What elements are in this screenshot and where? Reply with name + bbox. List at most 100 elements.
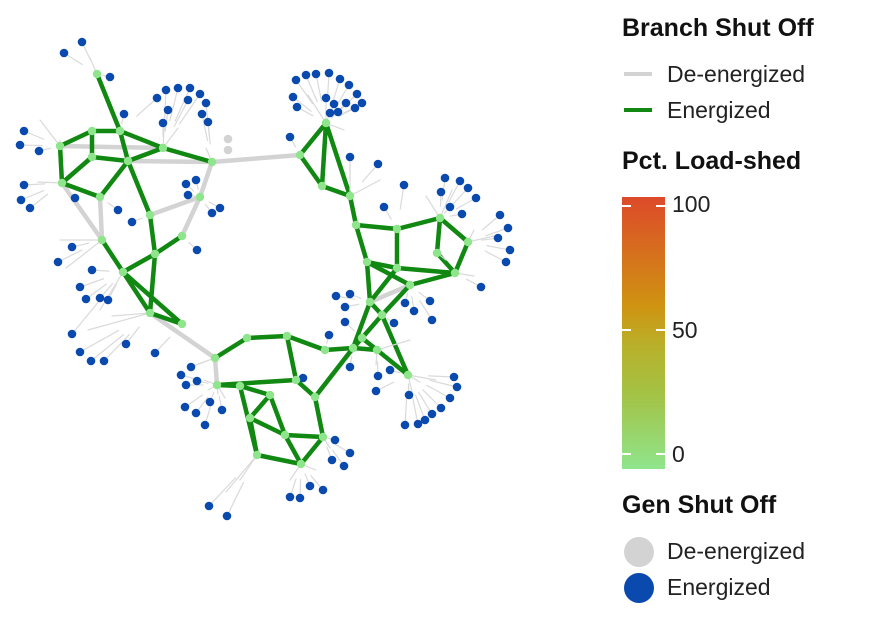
generator-energized	[329, 99, 339, 109]
generator-energized	[86, 356, 96, 366]
generator-energized	[103, 295, 113, 305]
bus-node	[450, 268, 460, 278]
branch-energized	[244, 333, 290, 341]
bus-node	[317, 181, 327, 191]
generator-energized	[291, 75, 301, 85]
bus-node	[195, 192, 205, 202]
generator-link	[415, 394, 426, 421]
generator-energized	[413, 419, 423, 429]
bus-node	[372, 345, 382, 355]
generator-energized	[181, 179, 191, 189]
bus-node	[291, 375, 301, 385]
bus-node	[177, 319, 187, 329]
branch-energized	[353, 222, 400, 232]
generator-energized	[333, 107, 343, 117]
generator-energized	[217, 405, 227, 415]
branch-energized	[394, 215, 443, 232]
generator-energized	[75, 347, 85, 357]
generator-energized	[67, 329, 77, 339]
branch-deenergized	[57, 143, 166, 151]
branch-energized	[117, 128, 166, 151]
generator-link	[426, 384, 451, 399]
branch-energized	[99, 237, 126, 275]
branch-energized-swatch	[624, 108, 652, 112]
generator-link	[99, 271, 124, 311]
generator-energized	[152, 93, 162, 103]
generator-energized	[16, 195, 26, 205]
generator-energized	[15, 140, 25, 150]
branch-energized	[284, 333, 299, 383]
generator-energized	[59, 48, 69, 58]
generator-link	[39, 119, 61, 147]
generator-energized	[436, 187, 446, 197]
branch-deenergized	[367, 282, 413, 305]
generator-link	[208, 477, 236, 507]
generator-link	[425, 195, 441, 219]
branch-energized	[367, 265, 400, 305]
branch-energized	[160, 145, 215, 165]
generator-energized	[185, 83, 195, 93]
branch-energized	[89, 154, 131, 164]
bus-node	[92, 69, 102, 79]
generator-energized	[197, 109, 207, 119]
generator-energized	[449, 372, 459, 382]
branch-energized	[237, 383, 273, 398]
generator-energized	[292, 102, 302, 112]
generator-link	[305, 74, 318, 103]
branch-energized	[267, 392, 288, 438]
generator-energized	[350, 103, 360, 113]
bus-node	[280, 430, 290, 440]
branch-energized	[97, 158, 131, 200]
branch-energized	[319, 120, 329, 189]
generator-energized	[335, 74, 345, 84]
generator-energized	[161, 85, 171, 95]
branch-energized	[57, 143, 65, 186]
branch-energized	[147, 212, 158, 257]
branch-deenergized-label: De-energized	[667, 61, 806, 87]
generator-energized	[77, 37, 87, 47]
bus-node	[345, 191, 355, 201]
generator-link	[201, 113, 209, 141]
generator-energized	[150, 348, 160, 358]
bus-node	[377, 310, 387, 320]
generator-energized	[203, 117, 213, 127]
gen-legend-title: Gen Shut Off	[622, 491, 777, 519]
generator-energized	[25, 203, 35, 213]
generator-energized	[452, 382, 462, 392]
branch-energized	[282, 432, 326, 440]
branch-legend-title: Branch Shut Off	[622, 14, 814, 42]
generator-energized	[301, 70, 311, 80]
bus-node	[295, 150, 305, 160]
branch-energized	[94, 71, 123, 134]
branch-deenergized-swatch	[624, 72, 652, 76]
branch-energized	[247, 392, 273, 421]
generator-energized	[176, 370, 186, 380]
generator-energized	[340, 317, 350, 327]
branch-energized	[147, 251, 158, 316]
generator-energized	[503, 223, 513, 233]
generator-link	[376, 339, 411, 351]
bus-node	[145, 308, 155, 318]
gen-energized-label: Energized	[667, 574, 771, 600]
generator-deenergized	[223, 145, 233, 155]
bus-node	[210, 353, 220, 363]
generator-energized	[191, 175, 201, 185]
bus-node	[207, 157, 217, 167]
generator-energized	[113, 205, 123, 215]
bus-node	[435, 213, 445, 223]
generators	[15, 37, 515, 521]
generator-energized	[288, 92, 298, 102]
generator-energized	[327, 455, 337, 465]
generator-link	[295, 79, 314, 105]
bus-node	[296, 459, 306, 469]
generator-energized	[81, 294, 91, 304]
bus-node	[212, 380, 222, 390]
generator-energized	[345, 289, 355, 299]
generator-link	[467, 235, 495, 243]
bus-node	[463, 237, 473, 247]
bus-node	[365, 297, 375, 307]
bus-node	[55, 141, 65, 151]
generator-link	[349, 179, 381, 197]
bus-node	[87, 126, 97, 136]
branch-energized	[57, 128, 95, 149]
